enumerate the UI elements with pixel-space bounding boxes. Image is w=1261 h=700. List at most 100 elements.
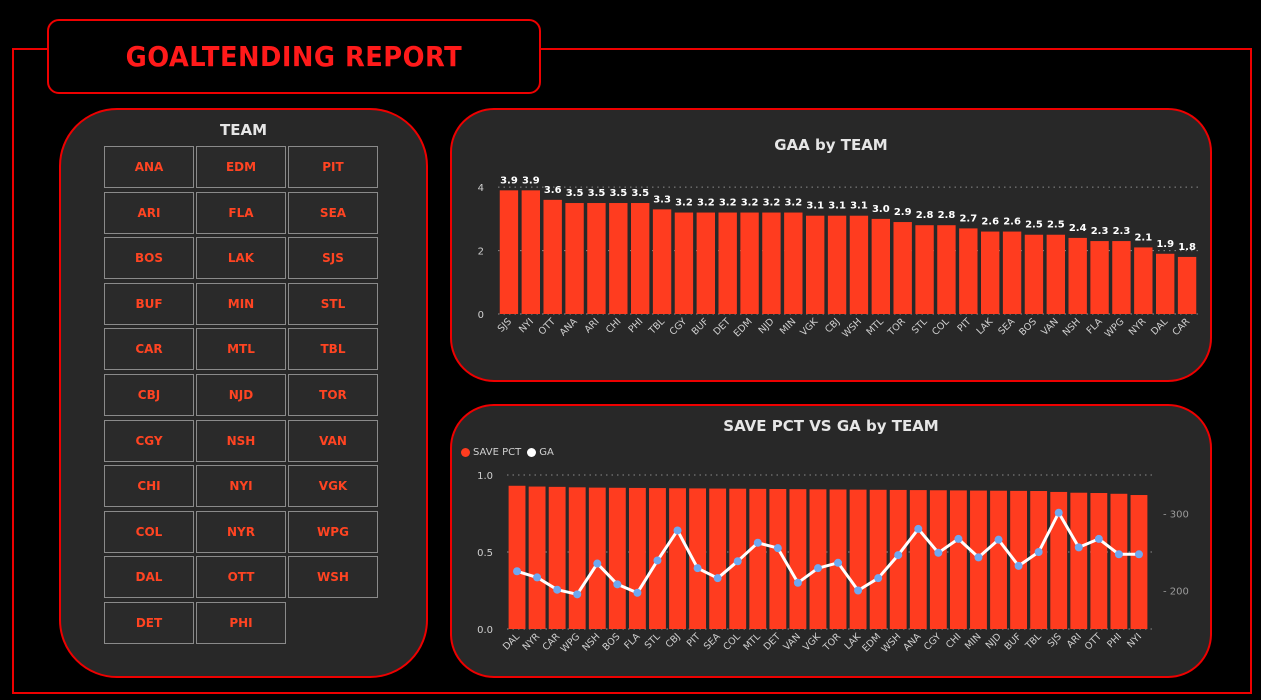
ga-point (1034, 548, 1043, 556)
save-x-tick-label: BUF (1003, 631, 1024, 652)
slicer-item-edm[interactable]: EDM (196, 146, 286, 188)
save-pct-bar (1030, 491, 1048, 629)
save-x-tick-label: TOR (821, 631, 844, 654)
slicer-item-njd[interactable]: NJD (196, 373, 286, 416)
save-x-tick-label: EDM (860, 631, 883, 654)
slicer-item-lak[interactable]: LAK (196, 237, 286, 280)
save-chart-title: SAVE PCT VS GA by TEAM (723, 417, 939, 435)
save-x-tick-label: SEA (702, 631, 723, 652)
slicer-item-dal[interactable]: DAL (104, 556, 194, 599)
ga-point (874, 574, 883, 583)
slicer-item-cbj[interactable]: CBJ (104, 373, 194, 416)
gaa-bar (959, 228, 978, 314)
slicer-item-tor[interactable]: TOR (288, 373, 378, 416)
gaa-data-label: 2.3 (1091, 226, 1109, 237)
save-x-tick-label: NYI (1125, 631, 1144, 650)
gaa-data-label: 3.2 (697, 198, 715, 209)
slicer-item-car[interactable]: CAR (104, 328, 194, 371)
gaa-bar (565, 203, 584, 314)
gaa-data-label: 1.9 (1156, 239, 1174, 250)
slicer-item-wsh[interactable]: WSH (288, 556, 378, 599)
save-x-tick-label: VAN (781, 631, 803, 653)
save-x-tick-label: CAR (541, 631, 563, 653)
ga-point (1074, 543, 1083, 552)
gaa-y-tick-label: 0 (478, 310, 484, 321)
slicer-item-buf[interactable]: BUF (104, 282, 194, 325)
ga-point (753, 538, 762, 547)
legend-item-ga[interactable]: GA (527, 447, 554, 458)
slicer-item-nyr[interactable]: NYR (196, 510, 286, 553)
slicer-item-chi[interactable]: CHI (104, 465, 194, 508)
save-pct-bar (709, 488, 727, 629)
gaa-x-tick-label: TBL (646, 316, 667, 337)
gaa-x-tick-label: ARI (583, 316, 602, 335)
slicer-item-van[interactable]: VAN (288, 419, 378, 462)
save-y-right-tick-label: - 200 (1163, 587, 1189, 598)
slicer-item-cgy[interactable]: CGY (104, 419, 194, 462)
slicer-item-sea[interactable]: SEA (288, 191, 378, 234)
gaa-x-tick-label: MIN (778, 316, 799, 337)
slicer-item-min[interactable]: MIN (196, 282, 286, 325)
team-slicer-panel: TEAM ANA EDM PIT ARI FLA SEA BOS LAK SJS BUF MIN ST… (59, 108, 428, 678)
gaa-data-label: 3.5 (631, 188, 649, 199)
gaa-data-label: 3.5 (609, 188, 627, 199)
save-x-tick-label: CGY (922, 631, 944, 653)
slicer-item-mtl[interactable]: MTL (196, 328, 286, 371)
gaa-data-label: 2.9 (894, 207, 912, 218)
slicer-item-ana[interactable]: ANA (104, 146, 194, 188)
slicer-item-fla[interactable]: FLA (196, 191, 286, 234)
gaa-x-tick-label: NSH (1061, 316, 1083, 338)
save-x-tick-label: PIT (685, 631, 703, 649)
save-pct-bar (548, 486, 566, 629)
gaa-x-tick-label: DAL (1149, 316, 1171, 338)
legend-label-ga: GA (539, 447, 554, 458)
save-x-tick-label: CHI (944, 631, 964, 651)
gaa-bar (937, 225, 956, 314)
gaa-x-tick-label: TOR (885, 316, 908, 339)
gaa-x-tick-label: BOS (1017, 316, 1039, 338)
gaa-data-label: 3.2 (675, 198, 693, 209)
slicer-item-ott[interactable]: OTT (196, 556, 286, 599)
save-x-tick-label: COL (721, 631, 743, 653)
slicer-item-sjs[interactable]: SJS (288, 237, 378, 280)
save-pct-bar (990, 490, 1007, 629)
ga-point (1134, 550, 1143, 559)
save-x-tick-label: NYR (521, 631, 543, 653)
legend-item-save-pct[interactable]: SAVE PCT (461, 447, 521, 458)
slicer-item-wpg[interactable]: WPG (288, 510, 378, 553)
save-pct-bar (789, 489, 807, 629)
gaa-x-tick-label: STL (910, 316, 930, 336)
slicer-item-stl[interactable]: STL (288, 282, 378, 325)
slicer-item-vgk[interactable]: VGK (288, 465, 378, 508)
slicer-item-ari[interactable]: ARI (104, 191, 194, 234)
slicer-item-det[interactable]: DET (104, 601, 194, 644)
slicer-item-phi[interactable]: PHI (196, 601, 286, 644)
gaa-data-label: 2.1 (1134, 232, 1152, 243)
report-frame (12, 48, 1252, 694)
gaa-y-tick-label: 4 (478, 183, 484, 194)
gaa-data-label: 3.9 (500, 175, 518, 186)
gaa-bar (915, 225, 934, 314)
slicer-item-pit[interactable]: PIT (288, 146, 378, 188)
save-pct-bar (528, 486, 546, 629)
gaa-x-tick-label: BUF (690, 316, 711, 337)
report-title: GOALTENDING REPORT (125, 40, 463, 73)
gaa-bar (784, 212, 803, 314)
save-pct-bar (608, 487, 626, 629)
save-x-tick-label: CBJ (664, 631, 683, 650)
slicer-item-nsh[interactable]: NSH (196, 419, 286, 462)
save-pct-bar (1010, 490, 1028, 629)
ga-point (593, 559, 602, 568)
slicer-item-nyi[interactable]: NYI (196, 465, 286, 508)
gaa-x-tick-label: VGK (798, 316, 821, 339)
slicer-item-bos[interactable]: BOS (104, 237, 194, 280)
gaa-x-tick-label: NJD (757, 316, 777, 336)
slicer-item-col[interactable]: COL (104, 510, 194, 553)
save-x-tick-label: WSH (880, 631, 904, 655)
save-y-left-tick-label: 0.0 (477, 625, 493, 636)
gaa-data-label: 1.8 (1178, 242, 1196, 253)
gaa-bar (674, 212, 694, 314)
gaa-data-label: 3.2 (784, 198, 802, 209)
slicer-item-tbl[interactable]: TBL (288, 328, 378, 371)
gaa-x-tick-label: NYI (517, 316, 536, 335)
